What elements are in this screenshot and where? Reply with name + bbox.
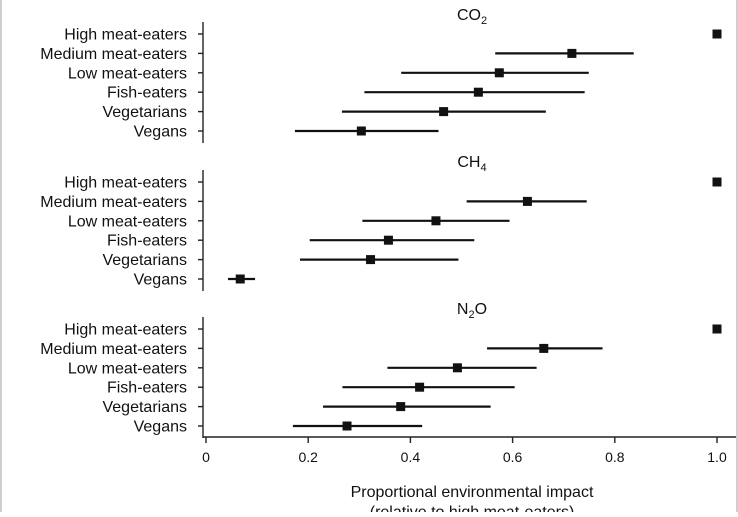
data-point (439, 107, 449, 117)
x-tick-label: 0.4 (401, 449, 421, 465)
panel-title-sub: 2 (468, 309, 474, 321)
panel-title-2: N2O (457, 301, 487, 321)
data-point (415, 382, 425, 392)
x-axis-title-line2: (relative to high meat-eaters) (370, 504, 575, 512)
x-tick-label: 0.8 (605, 449, 625, 465)
data-point (396, 402, 406, 412)
data-point (712, 29, 722, 39)
category-label: Fish-eaters (107, 233, 187, 250)
data-point (452, 363, 462, 373)
category-label: High meat-eaters (64, 175, 187, 192)
data-point (356, 126, 366, 136)
panel-title-1: CH4 (457, 154, 486, 174)
data-point (473, 87, 483, 97)
left-border (0, 0, 2, 512)
x-axis-title-line1: Proportional environmental impact (351, 484, 594, 501)
category-label: High meat-eaters (64, 322, 187, 339)
category-label: Low meat-eaters (68, 360, 187, 377)
category-label: Fish-eaters (107, 85, 187, 102)
category-label: High meat-eaters (64, 27, 187, 44)
panel-0: CO2 High meat-eaters Medium meat-eaters Low… (40, 7, 722, 143)
category-label: Low meat-eaters (68, 213, 187, 230)
data-point (567, 48, 577, 58)
panel-title-main: CH (457, 154, 480, 171)
data-point (431, 216, 441, 226)
panel-2: N2O High meat-eaters Medium meat-eaters Low… (40, 301, 722, 438)
category-label: Medium meat-eaters (40, 194, 187, 211)
x-tick-label: 0.6 (503, 449, 523, 465)
panel-title-tail: O (475, 301, 487, 318)
data-point (383, 235, 393, 245)
category-label: Vegans (134, 272, 187, 289)
panel-1: CH4 High meat-eaters Medium meat-eaters Low… (40, 154, 722, 291)
data-point (366, 255, 376, 265)
data-point (494, 68, 504, 78)
data-point (522, 196, 532, 206)
data-point (539, 343, 549, 353)
category-label: Vegetarians (102, 252, 187, 269)
category-label: Vegetarians (102, 399, 187, 416)
x-axis: 0 0.2 0.4 0.6 0.8 1.0 (202, 436, 738, 465)
category-label: Vegans (134, 419, 187, 436)
panel-title-0: CO2 (457, 7, 487, 27)
panel-title-main: N (457, 301, 469, 318)
data-point (342, 421, 352, 431)
category-label: Vegetarians (102, 104, 187, 121)
data-point (235, 274, 245, 284)
right-border (736, 0, 738, 512)
category-label: Fish-eaters (107, 380, 187, 397)
x-tick-label: 0 (202, 449, 210, 465)
panel-title-sub: 2 (481, 15, 487, 27)
category-label: Medium meat-eaters (40, 341, 187, 358)
panel-title-main: CO (457, 7, 481, 24)
category-label: Medium meat-eaters (40, 46, 187, 63)
panel-title-sub: 4 (480, 162, 486, 174)
data-point (712, 324, 722, 334)
category-label: Low meat-eaters (68, 65, 187, 82)
category-label: Vegans (134, 124, 187, 141)
x-tick-label: 0.2 (298, 449, 318, 465)
data-point (712, 177, 722, 187)
x-tick-label: 1.0 (707, 449, 727, 465)
